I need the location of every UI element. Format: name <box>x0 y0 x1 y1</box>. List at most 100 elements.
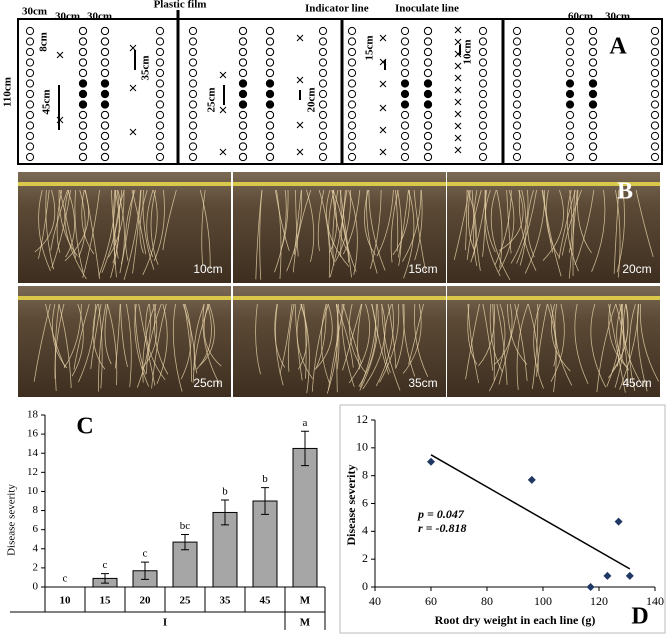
plant <box>318 58 328 67</box>
root <box>547 303 557 367</box>
root <box>107 303 118 386</box>
plant <box>512 110 522 120</box>
plant <box>188 68 198 78</box>
root <box>142 303 156 383</box>
plant <box>588 110 598 120</box>
root <box>65 189 75 258</box>
point <box>603 571 612 580</box>
root <box>334 189 351 262</box>
y-axis-title: Disease severity <box>6 484 18 556</box>
root <box>117 189 125 265</box>
root <box>287 303 295 372</box>
y-tick-label: 10 <box>356 440 368 454</box>
root <box>568 189 573 253</box>
plant <box>512 89 522 99</box>
root <box>362 303 386 390</box>
plant <box>588 79 598 88</box>
root <box>482 303 494 371</box>
root <box>63 303 82 368</box>
root <box>202 303 220 385</box>
root <box>574 189 595 266</box>
y-tick-label: 2 <box>33 561 39 573</box>
plant <box>25 100 35 109</box>
plant <box>478 37 488 46</box>
plant <box>347 110 357 120</box>
root <box>494 303 513 365</box>
plant <box>650 100 660 109</box>
plant <box>650 47 660 57</box>
y-tick-label: 2 <box>362 551 368 565</box>
plant <box>423 110 433 120</box>
root <box>327 303 345 391</box>
plant <box>347 131 357 141</box>
root <box>38 189 51 272</box>
plant <box>512 79 522 88</box>
plant <box>650 79 660 88</box>
root <box>574 303 589 384</box>
cross-mark <box>454 62 462 70</box>
root <box>357 303 363 370</box>
root <box>311 303 329 392</box>
plant <box>78 68 88 78</box>
root <box>339 189 352 278</box>
root <box>59 189 77 259</box>
root <box>397 189 409 258</box>
plant <box>188 37 198 46</box>
photo-label: 10cm <box>193 262 222 276</box>
plant <box>347 58 357 67</box>
plant <box>265 89 275 99</box>
root <box>329 189 338 253</box>
root <box>180 303 192 380</box>
cross-mark <box>454 134 462 142</box>
plant <box>423 37 433 46</box>
plant <box>347 79 357 88</box>
root <box>401 189 422 262</box>
plant <box>478 79 488 88</box>
root <box>151 303 167 389</box>
cross-mark <box>454 86 462 94</box>
root <box>542 189 562 277</box>
root <box>162 189 177 251</box>
root <box>199 303 215 367</box>
root <box>498 189 524 252</box>
root <box>381 303 401 391</box>
plant <box>78 37 88 46</box>
plant <box>588 131 598 141</box>
plant <box>238 121 248 130</box>
root <box>494 189 512 266</box>
plant <box>512 37 522 46</box>
root <box>514 303 528 381</box>
root <box>336 303 339 393</box>
plant <box>588 68 598 78</box>
root <box>73 303 90 370</box>
plant <box>588 26 598 36</box>
root <box>329 189 346 278</box>
plant <box>155 121 165 130</box>
root <box>375 303 394 387</box>
cross-mark <box>379 126 387 134</box>
root <box>608 303 629 369</box>
root <box>286 189 303 272</box>
root <box>527 189 535 258</box>
cross-mark <box>296 121 304 129</box>
plant <box>400 79 410 88</box>
root <box>541 189 554 253</box>
root <box>145 303 166 381</box>
group-label: I <box>163 617 167 629</box>
root <box>294 303 303 381</box>
plant <box>265 121 275 130</box>
plant <box>25 121 35 130</box>
root <box>390 189 399 263</box>
plant <box>478 142 488 151</box>
root <box>274 303 286 368</box>
plant <box>78 131 88 141</box>
root <box>295 189 299 257</box>
plant <box>347 68 357 78</box>
plant <box>78 58 88 67</box>
root <box>590 303 607 388</box>
root <box>615 303 629 388</box>
y-tick-label: 18 <box>27 409 39 421</box>
plant <box>25 58 35 67</box>
plant <box>155 89 165 99</box>
root <box>348 303 371 384</box>
